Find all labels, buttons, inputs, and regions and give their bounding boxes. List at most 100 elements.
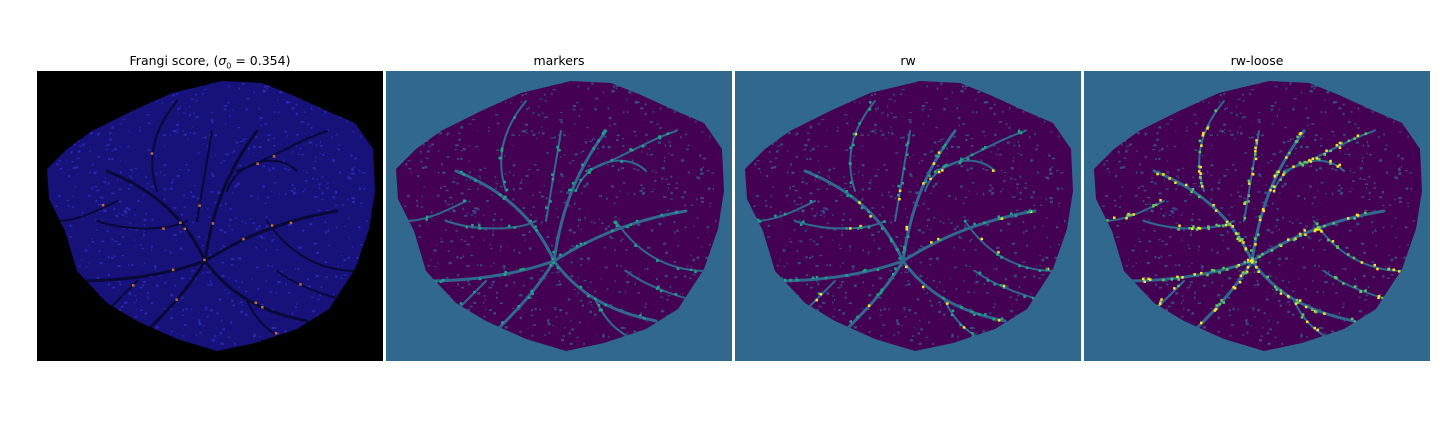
- label-pixel: [1201, 134, 1205, 137]
- label-pixel: [1347, 139, 1351, 142]
- vessel-branch: [849, 100, 876, 192]
- label-pixel: [1316, 328, 1319, 332]
- label-pixel: [1206, 273, 1209, 277]
- label-pixel: [941, 169, 944, 172]
- label-pixel: [946, 302, 949, 305]
- label-pixel: [254, 301, 258, 305]
- label-pixel: [978, 313, 981, 316]
- label-pixel: [551, 173, 554, 176]
- label-pixel: [901, 182, 904, 185]
- label-pixel: [1254, 260, 1257, 264]
- label-pixel: [1254, 157, 1258, 161]
- label-pixel: [1197, 165, 1201, 168]
- tissue-region: [47, 81, 375, 351]
- label-pixel: [1296, 301, 1300, 304]
- label-pixel: [1251, 257, 1254, 260]
- label-pixel: [1295, 298, 1299, 302]
- label-pixel: [859, 224, 862, 228]
- label-pixel: [1198, 227, 1202, 230]
- label-pixel: [1202, 131, 1205, 135]
- label-pixel: [857, 227, 860, 230]
- label-pixel: [513, 226, 516, 229]
- label-pixel: [574, 189, 577, 192]
- label-pixel: [1242, 241, 1245, 244]
- label-pixel: [1207, 225, 1210, 229]
- label-pixel: [902, 251, 905, 254]
- label-pixel: [799, 223, 803, 226]
- vessel-branch: [552, 209, 688, 263]
- label-pixel: [549, 263, 552, 267]
- label-pixel: [581, 163, 584, 167]
- label-pixel: [1142, 277, 1145, 281]
- label-pixel: [1247, 200, 1250, 203]
- label-pixel: [674, 292, 678, 296]
- label-pixel: [815, 275, 819, 279]
- label-pixel: [1336, 165, 1339, 168]
- vessel-branch: [843, 259, 905, 333]
- label-pixel: [1279, 178, 1282, 181]
- label-pixel: [600, 308, 603, 312]
- label-pixel: [551, 257, 554, 261]
- label-pixel: [569, 188, 573, 192]
- label-pixel: [1238, 239, 1241, 242]
- label-pixel: [1017, 130, 1021, 134]
- label-pixel: [815, 298, 818, 302]
- label-pixel: [101, 204, 105, 207]
- label-pixel: [1298, 161, 1302, 164]
- label-pixel: [556, 266, 560, 270]
- label-pixel: [906, 141, 910, 144]
- label-pixel: [1200, 271, 1203, 275]
- label-pixel: [1173, 287, 1176, 290]
- label-pixel: [1335, 143, 1339, 147]
- label-pixel: [1174, 181, 1177, 184]
- label-pixel: [459, 302, 463, 305]
- label-pixel: [868, 108, 872, 111]
- label-pixel: [811, 276, 815, 279]
- label-pixel: [132, 284, 135, 287]
- rw-loose-panel-title: rw-loose: [1230, 53, 1284, 68]
- label-pixel: [1168, 177, 1171, 180]
- vessel-branch: [445, 220, 537, 230]
- label-pixel: [1249, 259, 1253, 263]
- label-pixel: [1129, 213, 1132, 217]
- label-pixel: [1251, 172, 1255, 176]
- label-pixel: [978, 271, 982, 275]
- label-pixel: [1247, 182, 1251, 185]
- label-pixel: [1315, 157, 1319, 160]
- label-pixel: [579, 285, 583, 289]
- label-pixel: [529, 219, 532, 223]
- markers-canvas: [386, 71, 732, 361]
- vessel-branch: [203, 259, 309, 323]
- label-pixel: [465, 225, 468, 229]
- label-pixel: [1243, 202, 1246, 205]
- label-pixel: [783, 278, 787, 282]
- label-pixel: [1278, 243, 1282, 247]
- label-pixel: [937, 170, 941, 174]
- label-pixel: [1018, 264, 1021, 268]
- label-pixel: [1247, 179, 1251, 182]
- label-pixel: [460, 170, 463, 174]
- label-pixel: [1147, 277, 1150, 281]
- label-pixel: [1214, 308, 1218, 311]
- label-pixel: [1299, 234, 1302, 237]
- label-pixel: [1045, 267, 1049, 271]
- label-pixel: [659, 289, 663, 293]
- label-pixel: [986, 279, 990, 282]
- label-pixel: [1317, 227, 1321, 231]
- label-pixel: [937, 151, 941, 154]
- label-pixel: [1266, 275, 1269, 279]
- label-pixel: [1244, 200, 1247, 204]
- label-pixel: [849, 227, 852, 230]
- label-pixel: [924, 180, 928, 184]
- label-pixel: [471, 223, 474, 227]
- label-pixel: [289, 221, 293, 225]
- label-pixel: [1275, 288, 1278, 291]
- label-pixel: [1199, 176, 1202, 179]
- label-pixel: [203, 258, 206, 262]
- label-pixel: [502, 197, 506, 200]
- label-pixel: [463, 199, 466, 203]
- label-pixel: [1244, 248, 1248, 252]
- label-pixel: [1356, 214, 1360, 217]
- label-pixel: [971, 153, 974, 156]
- label-pixel: [1335, 276, 1338, 280]
